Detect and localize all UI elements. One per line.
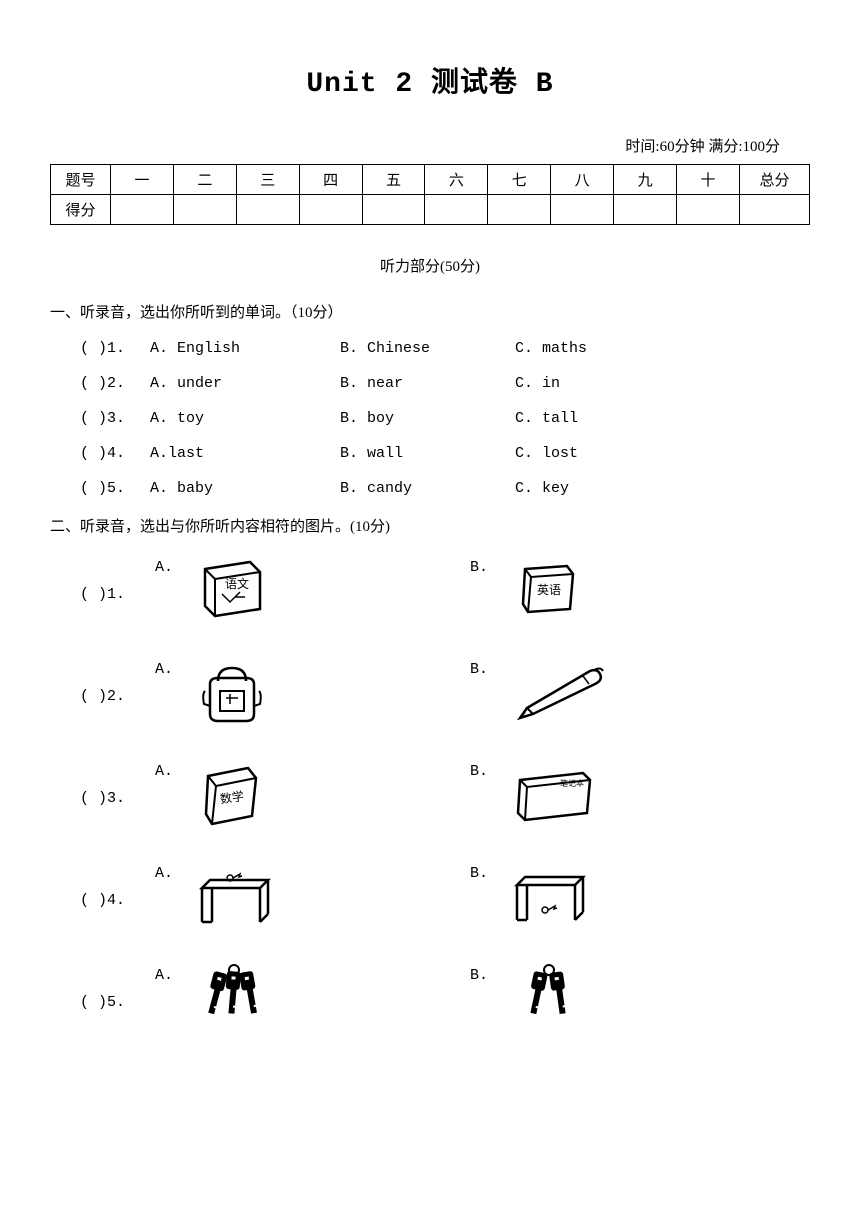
score-cell[interactable]: [425, 195, 488, 225]
option-label: A.: [155, 554, 190, 576]
score-cell[interactable]: [299, 195, 362, 225]
pen-icon: [505, 656, 615, 731]
pic-question: ( )2. A. B.: [50, 656, 810, 736]
text-question: ( )4. A.last B. wall C. lost: [50, 445, 810, 462]
option-label: A.: [155, 656, 190, 678]
score-cell[interactable]: [111, 195, 174, 225]
score-cell[interactable]: [740, 195, 810, 225]
option-a: A. under: [150, 375, 340, 392]
pic-question: ( )1. A. 语文 B. 英语: [50, 554, 810, 634]
answer-blank[interactable]: ( )2.: [80, 688, 155, 705]
option-b: B. wall: [340, 445, 515, 462]
col-header: 六: [425, 165, 488, 195]
pic-question: ( )4. A. B.: [50, 860, 810, 940]
answer-blank[interactable]: ( )1.: [80, 340, 150, 357]
option-b: B. boy: [340, 410, 515, 427]
option-b: B. near: [340, 375, 515, 392]
row-label: 题号: [51, 165, 111, 195]
pic-question: ( )5. A.: [50, 962, 810, 1042]
option-label: B.: [470, 758, 505, 780]
col-header: 七: [488, 165, 551, 195]
option-c: C. lost: [515, 445, 810, 462]
option-c: C. maths: [515, 340, 810, 357]
option-label: B.: [470, 860, 505, 882]
answer-blank[interactable]: ( )3.: [80, 410, 150, 427]
meta-info: 时间:60分钟 满分:100分: [50, 135, 810, 156]
row-label: 得分: [51, 195, 111, 225]
option-c: C. tall: [515, 410, 810, 427]
col-header: 十: [677, 165, 740, 195]
score-cell[interactable]: [362, 195, 425, 225]
text-question: ( )3. A. toy B. boy C. tall: [50, 410, 810, 427]
option-a: A. baby: [150, 480, 340, 497]
notebook-icon: 笔记本: [505, 758, 605, 833]
col-header: 总分: [740, 165, 810, 195]
col-header: 八: [551, 165, 614, 195]
table-row: 题号 一 二 三 四 五 六 七 八 九 十 总分: [51, 165, 810, 195]
option-c: C. key: [515, 480, 810, 497]
text-question: ( )2. A. under B. near C. in: [50, 375, 810, 392]
svg-text:英语: 英语: [537, 583, 561, 597]
col-header: 五: [362, 165, 425, 195]
score-cell[interactable]: [236, 195, 299, 225]
col-header: 四: [299, 165, 362, 195]
page-title: Unit 2 测试卷 B: [50, 60, 810, 100]
book-english-icon: 英语: [505, 554, 590, 629]
pic-question: ( )3. A. 数学 B. 笔记本: [50, 758, 810, 838]
col-header: 三: [236, 165, 299, 195]
option-label: B.: [470, 962, 505, 984]
book-maths-icon: 数学: [190, 758, 275, 833]
desk-key-under-icon: [505, 860, 590, 935]
answer-blank[interactable]: ( )2.: [80, 375, 150, 392]
option-a: A. English: [150, 340, 340, 357]
answer-blank[interactable]: ( )5.: [80, 994, 155, 1011]
table-row: 得分: [51, 195, 810, 225]
option-label: A.: [155, 758, 190, 780]
option-b: B. candy: [340, 480, 515, 497]
keys-two-icon: [505, 962, 590, 1037]
option-label: B.: [470, 554, 505, 576]
svg-text:笔记本: 笔记本: [560, 778, 584, 788]
col-header: 二: [173, 165, 236, 195]
option-label: A.: [155, 962, 190, 984]
svg-text:语文: 语文: [225, 576, 249, 591]
answer-blank[interactable]: ( )5.: [80, 480, 150, 497]
option-label: B.: [470, 656, 505, 678]
question-title: 二、听录音，选出与你所听内容相符的图片。(10分): [50, 515, 810, 536]
score-cell[interactable]: [488, 195, 551, 225]
svg-text:数学: 数学: [219, 788, 245, 806]
option-label: A.: [155, 860, 190, 882]
text-question: ( )1. A. English B. Chinese C. maths: [50, 340, 810, 357]
score-table: 题号 一 二 三 四 五 六 七 八 九 十 总分 得分: [50, 164, 810, 225]
score-cell[interactable]: [173, 195, 236, 225]
score-cell[interactable]: [677, 195, 740, 225]
schoolbag-icon: [190, 656, 275, 731]
keys-three-icon: [190, 962, 275, 1037]
answer-blank[interactable]: ( )4.: [80, 892, 155, 909]
score-cell[interactable]: [614, 195, 677, 225]
answer-blank[interactable]: ( )4.: [80, 445, 150, 462]
section-header: 听力部分(50分): [50, 255, 810, 276]
score-cell[interactable]: [551, 195, 614, 225]
col-header: 一: [111, 165, 174, 195]
desk-key-on-icon: [190, 860, 275, 935]
question-title: 一、听录音，选出你所听到的单词。（10分）: [50, 301, 810, 322]
book-chinese-icon: 语文: [190, 554, 275, 629]
option-c: C. in: [515, 375, 810, 392]
option-a: A.last: [150, 445, 340, 462]
option-a: A. toy: [150, 410, 340, 427]
text-question: ( )5. A. baby B. candy C. key: [50, 480, 810, 497]
answer-blank[interactable]: ( )1.: [80, 586, 155, 603]
option-b: B. Chinese: [340, 340, 515, 357]
col-header: 九: [614, 165, 677, 195]
answer-blank[interactable]: ( )3.: [80, 790, 155, 807]
